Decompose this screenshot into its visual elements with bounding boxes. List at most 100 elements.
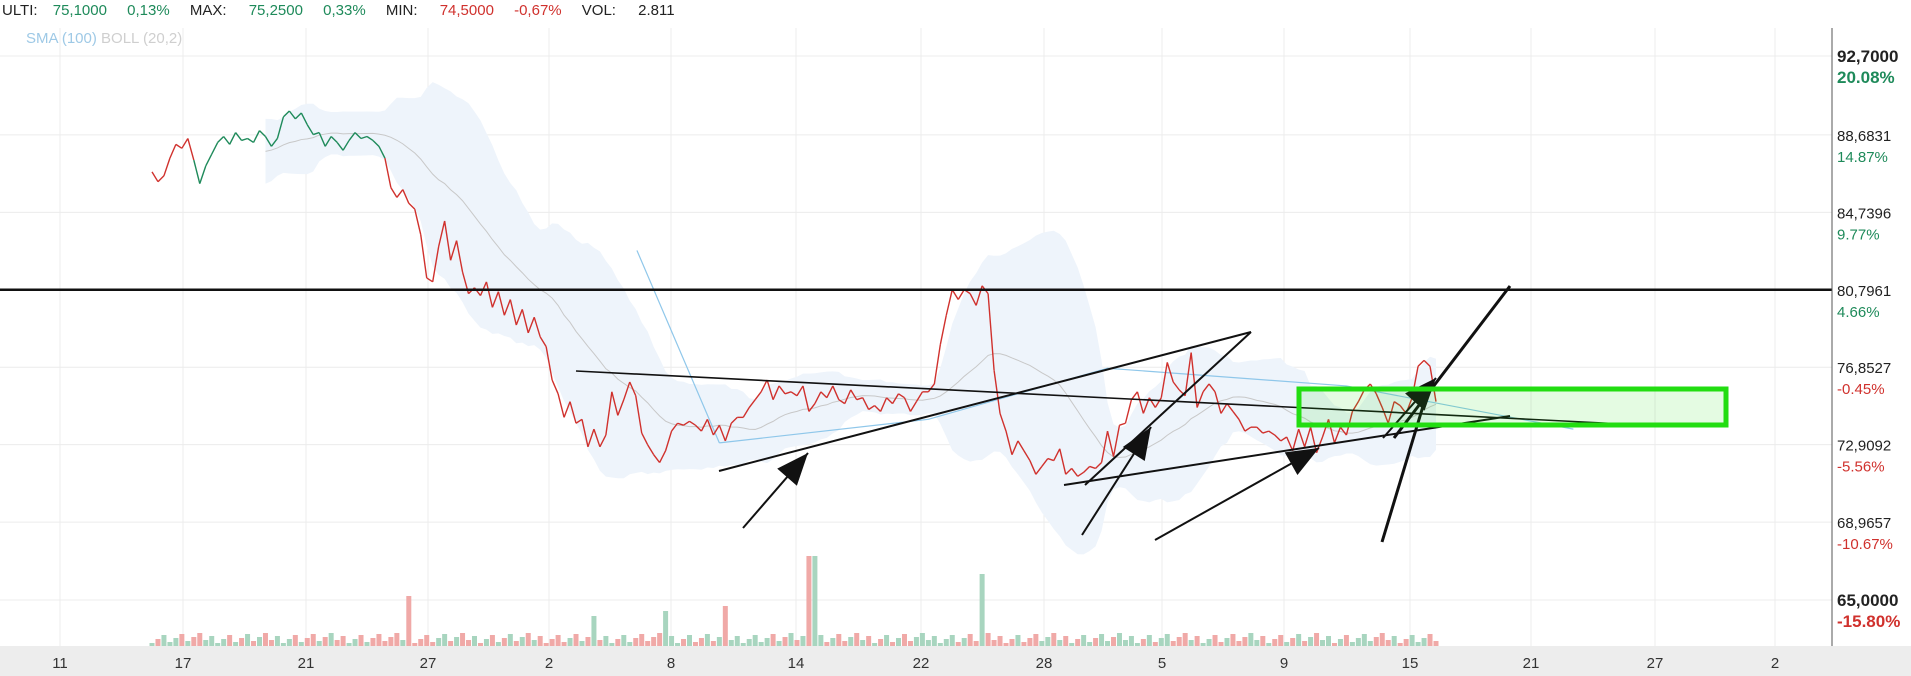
volume-bar [1433,641,1439,646]
price-segment [408,202,416,210]
price-segment [629,381,637,397]
price-segment [1011,440,1019,455]
volume-bar [884,635,890,646]
volume-bar [764,638,770,646]
y-tick-pct: -10.67% [1837,536,1893,553]
volume-bar [842,641,848,646]
volume-bar [388,637,394,646]
volume-bar [1421,638,1427,646]
volume-bar [149,643,155,646]
price-segment [724,423,732,442]
price-segment [784,391,792,395]
volume-bar [525,633,531,646]
price-segment [891,393,900,404]
price-segment [1029,460,1037,475]
price-segment [641,432,649,446]
volume-bar [591,616,597,646]
price-segment [826,385,834,399]
price-segment [898,393,905,399]
price-segment [259,130,266,138]
price-segment [677,422,684,426]
price-segment [443,220,452,261]
price-segment [1280,436,1288,442]
volume-bar [872,643,878,646]
volume-bar [1409,635,1415,646]
volume-bar [436,638,442,646]
volume-bar [1200,643,1206,646]
volume-bar [1045,637,1051,646]
volume-bar [579,641,585,646]
volume-bar [1266,643,1272,646]
volume-bar [1260,636,1266,646]
volume-bar [292,635,298,646]
vol-value: 2.811 [638,2,675,19]
volume-bar [615,639,621,646]
volume-bar [262,633,268,646]
price-segment [927,383,935,393]
volume-bar [740,643,746,646]
volume-bar [304,638,310,646]
volume-bar [782,637,788,646]
volume-bar [251,641,257,646]
price-segment [700,419,709,432]
price-segment [431,246,440,282]
volume-bar [442,634,448,646]
boll-legend[interactable]: BOLL (20,2) [101,30,183,47]
volume-bar [949,635,955,646]
volume-bar [824,642,830,646]
price-segment [1375,393,1383,408]
price-segment [689,420,696,426]
price-segment [503,299,511,316]
volume-bar [901,634,907,646]
volume-bar [376,634,382,646]
arrow-3-head [1284,448,1319,475]
volume-bar [1361,634,1367,646]
volume-bar [603,636,609,646]
price-segment [1339,426,1347,436]
price-segment [521,309,529,334]
price-segment [1208,383,1216,393]
volume-bar [466,640,472,646]
volume-bar [1254,640,1260,646]
x-tick-label: 14 [788,655,805,672]
y-tick-pct: -5.56% [1837,459,1885,476]
volume-bar [1326,636,1332,646]
x-tick-label: 15 [1402,655,1419,672]
volume-bar [758,642,764,646]
price-segment [1321,419,1330,438]
volume-bar [477,643,483,646]
price-segment [862,397,870,410]
volume-bar [1349,642,1355,646]
volume-bar [722,606,728,646]
volume-bar [543,643,549,646]
trendline-breakout-lower [1380,382,1432,543]
price-segment [199,165,207,184]
price-segment [683,420,690,426]
price-segment [820,391,828,399]
y-tick-pct: -15.80% [1837,612,1900,631]
volume-bar [890,642,896,646]
volume-bar [609,643,615,646]
ulti-label: ULTI: [2,2,38,19]
price-segment [348,132,356,141]
volume-bar [298,642,304,646]
volume-bar [776,641,782,646]
price-segment [235,132,243,141]
price-segment [545,346,553,381]
volume-bars [149,556,1439,646]
trendline-steep [1084,331,1252,486]
volume-bar [531,640,537,646]
price-segment [336,141,344,151]
indicator-legend[interactable]: SMA (100) BOLL (20,2) [26,30,182,47]
volume-bar [185,641,191,646]
volume-bar [245,634,251,646]
price-segment [342,140,350,151]
price-segment [617,399,625,416]
sma-legend[interactable]: SMA (100) [26,30,97,47]
max-label: MAX: [189,2,227,19]
volume-bar [1051,633,1057,646]
y-tick-price: 92,7000 [1837,47,1898,66]
volume-bar [878,639,884,646]
volume-bar [1242,637,1248,646]
